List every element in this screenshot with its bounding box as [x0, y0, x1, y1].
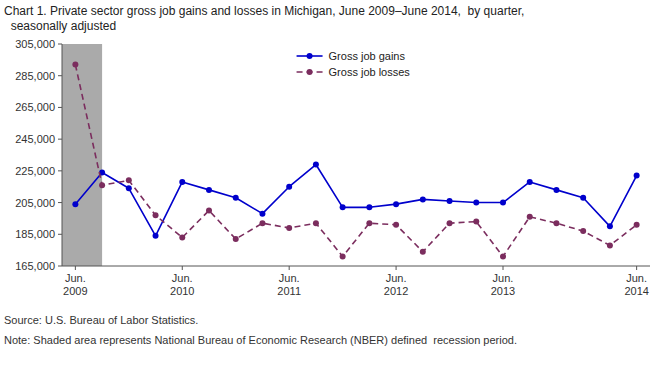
legend-marker: [307, 69, 313, 75]
y-tick: [58, 202, 62, 203]
point: [233, 236, 239, 242]
x-tick-label: Jun.2011: [277, 272, 301, 297]
series: [72, 162, 639, 239]
point: [206, 208, 212, 214]
point: [286, 184, 292, 190]
point: [340, 253, 346, 259]
y-tick: [58, 234, 62, 235]
point: [447, 220, 453, 226]
annotation: Source: U.S. Bureau of Labor Statistics.: [4, 314, 198, 326]
point: [420, 249, 426, 255]
point: [607, 242, 613, 248]
point: [553, 220, 559, 226]
x-tick: [503, 266, 504, 270]
point: [153, 212, 159, 218]
point: [313, 162, 319, 168]
y-tick-label: 265,000: [15, 101, 55, 113]
legend: Gross job gains Gross job losses: [297, 50, 411, 78]
point: [366, 220, 372, 226]
point: [233, 195, 239, 201]
point: [72, 62, 78, 68]
point: [634, 222, 640, 228]
point: [580, 195, 586, 201]
x-tick: [396, 266, 397, 270]
point: [179, 234, 185, 240]
point: [153, 233, 159, 239]
x-tick-label: Jun.2009: [63, 272, 87, 297]
y-tick-label: 205,000: [15, 197, 55, 209]
point: [72, 201, 78, 207]
y-tick-label: 285,000: [15, 70, 55, 82]
point: [126, 185, 132, 191]
x-tick-label: Jun.2014: [624, 272, 648, 297]
legend-label: Gross job gains: [329, 50, 406, 62]
series: [72, 62, 639, 260]
point: [553, 187, 559, 193]
point: [393, 222, 399, 228]
point: [259, 211, 265, 217]
point: [634, 173, 640, 179]
x-tick-label: Jun.2013: [491, 272, 515, 297]
point: [527, 214, 533, 220]
legend-marker: [307, 53, 313, 59]
point: [420, 196, 426, 202]
x-tick-label: Jun.2010: [170, 272, 194, 297]
point: [179, 179, 185, 185]
y-tick: [58, 139, 62, 140]
y-tick: [58, 107, 62, 108]
x-tick: [289, 266, 290, 270]
point: [580, 228, 586, 234]
point: [473, 219, 479, 225]
point: [126, 177, 132, 183]
y-tick: [58, 75, 62, 76]
point: [340, 204, 346, 210]
legend-label: Gross job losses: [329, 66, 411, 78]
subtitle: seasonally adjusted: [4, 19, 116, 33]
point: [206, 187, 212, 193]
point: [286, 225, 292, 231]
x-tick: [75, 266, 76, 270]
x-axis-line: [62, 266, 650, 267]
series-line: [75, 65, 636, 257]
point: [473, 200, 479, 206]
point: [527, 179, 533, 185]
chart: Chart 1. Private sector gross job gains …: [0, 0, 664, 368]
series-line: [75, 165, 636, 236]
point: [313, 220, 319, 226]
y-axis-line: [62, 44, 63, 266]
title: Chart 1. Private sector gross job gains …: [4, 4, 524, 18]
plot-area: [62, 44, 640, 266]
y-tick-label: 305,000: [15, 38, 55, 50]
y-tick-label: 165,000: [15, 260, 55, 272]
point: [500, 200, 506, 206]
y-tick-label: 185,000: [15, 228, 55, 240]
point: [99, 182, 105, 188]
x-tick: [182, 266, 183, 270]
point: [447, 198, 453, 204]
axes: 165,000 185,000 205,000 225,000 245,000 265,0…: [15, 38, 650, 297]
point: [607, 223, 613, 229]
point: [366, 204, 372, 210]
y-tick-label: 245,000: [15, 133, 55, 145]
y-tick: [58, 44, 62, 45]
x-tick-label: Jun.2012: [384, 272, 408, 297]
y-tick: [58, 170, 62, 171]
point: [259, 220, 265, 226]
point: [393, 201, 399, 207]
point: [500, 253, 506, 259]
x-tick: [636, 266, 637, 270]
annotation: Note: Shaded area represents National Bu…: [4, 334, 517, 346]
y-tick: [58, 266, 62, 267]
y-tick-label: 225,000: [15, 165, 55, 177]
